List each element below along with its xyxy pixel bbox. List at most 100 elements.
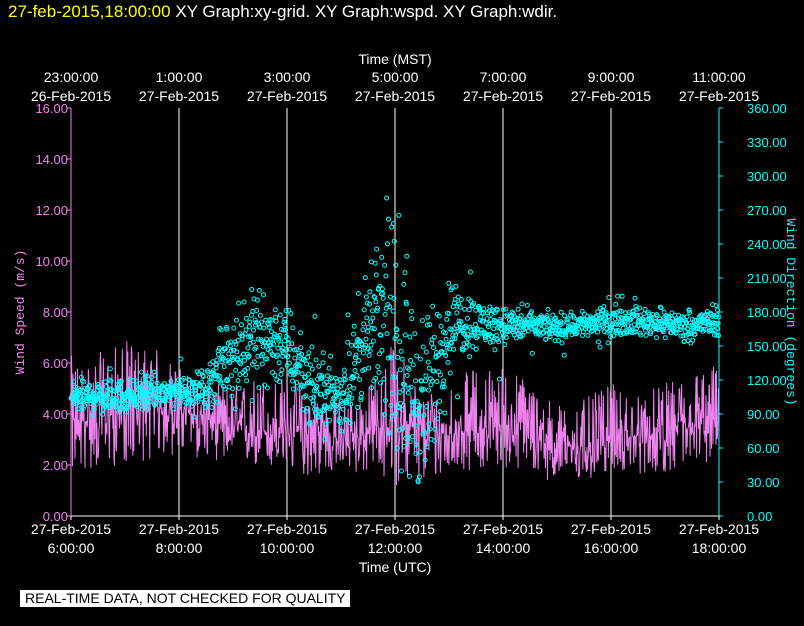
wind-direction-point [386,430,392,436]
wind-direction-point [692,331,698,337]
wind-direction-point [195,394,201,399]
y-left-tick-label: 12.00 [35,203,68,218]
wind-direction-point [492,347,498,353]
wind-direction-point [299,371,305,377]
wind-direction-point [404,253,410,259]
wind-direction-point [378,332,384,338]
wind-direction-point [380,290,386,296]
wind-direction-point [389,413,395,419]
wind-direction-point [561,352,567,358]
wind-direction-point [638,332,644,338]
wind-direction-point [416,413,422,419]
wind-direction-point [122,393,128,399]
wind-direction-point [413,378,419,384]
wind-direction-point [357,377,363,383]
wind-direction-point [613,301,619,307]
wind-direction-point [266,321,272,327]
wind-direction-point [394,327,400,333]
wind-direction-point [347,391,353,396]
wind-direction-point [353,352,359,358]
wind-direction-point [701,326,707,332]
wind-direction-point [515,306,521,312]
x-top-tick-time: 7:00:00 [480,69,527,85]
wind-direction-point [372,294,378,300]
wind-direction-point [386,216,391,222]
wind-direction-point [323,421,329,427]
wind-direction-point [295,358,301,364]
wind-direction-point [326,417,332,423]
wind-direction-point [660,329,666,335]
wind-direction-point [236,385,242,391]
wind-direction-point [262,382,268,388]
wind-direction-point [596,339,601,345]
x-bottom-tick-time: 16:00:00 [584,540,639,556]
wind-direction-point [454,310,460,316]
wind-direction-point [302,374,308,380]
x-bottom-tick-date: 27-Feb-2015 [31,521,111,537]
x-top-tick-date: 27-Feb-2015 [571,88,651,104]
wind-direction-point [641,311,647,317]
wind-direction-point [684,314,690,320]
wind-direction-point [395,354,401,360]
wind-direction-point [368,319,374,325]
wind-direction-point [244,378,250,384]
wind-direction-point [502,331,508,337]
wind-direction-point [310,381,316,387]
wind-direction-point [331,383,337,389]
wind-direction-point [426,365,432,371]
wind-direction-point [276,337,282,343]
wind-direction-point [414,398,420,404]
wind-direction-point [282,316,288,322]
wind-direction-point [447,370,453,376]
wind-direction-point [417,403,423,409]
wind-direction-point [402,382,407,388]
wind-direction-point [264,356,270,362]
wind-direction-point [596,325,602,331]
wind-direction-point [381,376,387,382]
wind-direction-point [292,355,298,361]
wind-direction-point [160,387,166,392]
y-right-tick-label: 360.00 [747,101,787,116]
wind-direction-point [409,399,415,405]
wind-direction-point [318,391,324,397]
wind-direction-point [95,382,101,387]
wind-direction-point [241,351,247,357]
wind-direction-point [301,383,307,389]
wind-direction-point [176,403,182,409]
wind-direction-point [87,383,93,388]
y-right-tick-label: 120.00 [747,373,787,388]
y-left-tick-label: 4.00 [43,407,68,422]
wind-direction-point [562,313,568,319]
wind-direction-point [407,473,412,479]
wind-direction-point [481,306,487,312]
wind-direction-point [493,332,499,338]
wind-direction-point [632,295,638,301]
wind-direction-point [238,361,244,367]
wind-direction-point [363,342,369,348]
wind-direction-point [380,295,386,301]
wind-direction-point [472,327,478,332]
wind-direction-point [341,367,347,373]
wind-direction-point [346,351,352,357]
wind-direction-point [328,353,334,359]
x-top-tick-date: 26-Feb-2015 [31,88,111,104]
wind-direction-point [460,347,466,353]
wind-direction-point [402,332,408,338]
wind-direction-point [382,262,388,268]
wind-direction-point [366,353,372,358]
wind-direction-point [339,428,345,434]
wind-direction-point [234,349,240,355]
wind-direction-point [398,348,404,354]
wind-direction-point [427,426,433,432]
wind-direction-point [699,312,705,318]
wind-direction-point [306,350,312,356]
wind-direction-point [527,313,533,319]
wind-direction-point [509,309,515,315]
wind-direction-point [336,404,342,410]
wind-direction-series [68,195,722,485]
wind-direction-point [421,429,427,435]
wind-direction-point [162,397,168,403]
x-bottom-tick-date: 27-Feb-2015 [139,521,219,537]
wind-direction-point [416,405,422,411]
wind-direction-point [322,394,328,400]
